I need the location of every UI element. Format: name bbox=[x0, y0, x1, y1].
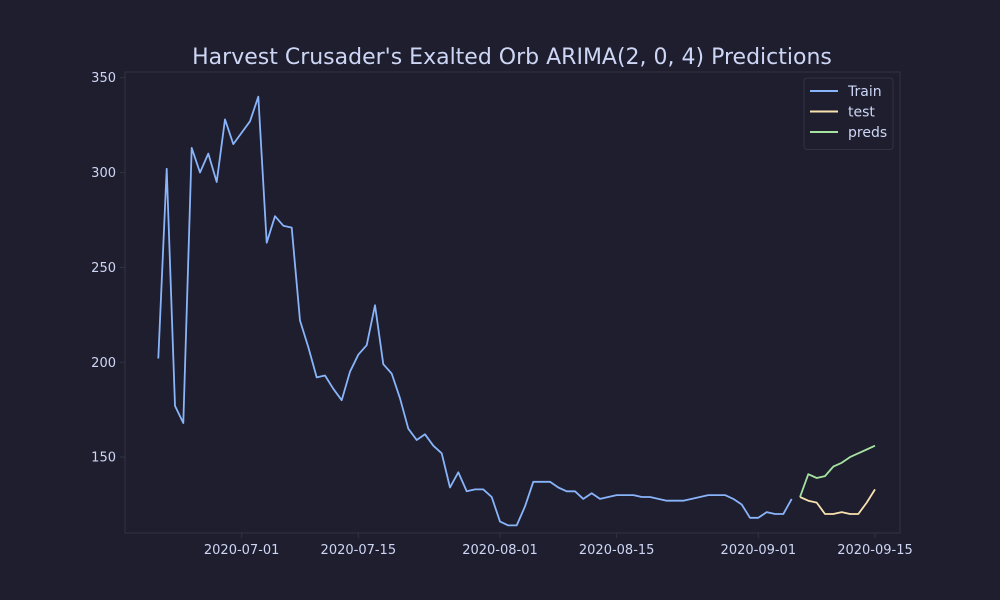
legend-label-train: Train bbox=[847, 84, 882, 100]
legend-label-test: test bbox=[848, 105, 875, 121]
x-axis: 2020-07-01 2020-07-15 2020-08-01 2020-08-15… bbox=[204, 533, 913, 558]
series-line-test bbox=[799, 488, 876, 515]
legend-label-preds: preds bbox=[848, 125, 887, 141]
x-tick-label: 2020-07-01 bbox=[204, 543, 280, 558]
x-tick-label: 2020-08-15 bbox=[579, 543, 655, 558]
y-axis: 150 200 250 300 350 bbox=[91, 71, 125, 466]
y-tick-label: 200 bbox=[91, 356, 116, 371]
legend: Train test preds bbox=[803, 77, 894, 150]
y-tick-label: 250 bbox=[91, 261, 116, 276]
series-line-train bbox=[157, 95, 793, 527]
y-tick-label: 150 bbox=[91, 451, 116, 466]
series-line-preds bbox=[799, 444, 876, 498]
y-tick-label: 300 bbox=[91, 166, 116, 181]
x-tick-label: 2020-07-15 bbox=[321, 543, 397, 558]
series-group bbox=[157, 95, 876, 527]
x-tick-label: 2020-09-15 bbox=[837, 543, 913, 558]
x-tick-label: 2020-08-01 bbox=[462, 543, 538, 558]
plot-area-frame bbox=[124, 71, 901, 534]
x-tick-label: 2020-09-01 bbox=[721, 543, 797, 558]
chart-title: Harvest Crusader's Exalted Orb ARIMA(2, … bbox=[192, 45, 832, 70]
y-tick-label: 350 bbox=[91, 71, 116, 86]
